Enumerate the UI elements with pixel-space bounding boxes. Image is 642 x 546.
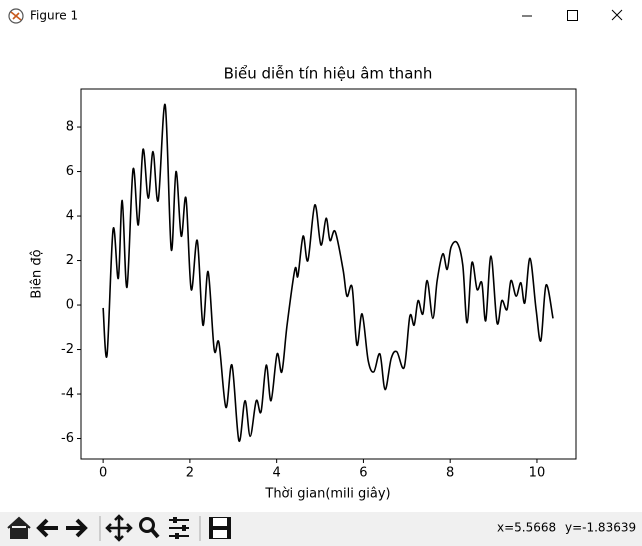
window-title: Figure 1 [30,9,78,23]
maximize-button[interactable] [567,10,578,21]
x-tick-label: 0 [99,466,107,481]
chart-title: Biểu diễn tín hiệu âm thanh [224,65,433,83]
status-x: x=5.5668 [497,521,556,535]
status-y: y=-1.83639 [565,521,636,535]
app-icon [8,8,24,24]
title-bar [0,0,642,32]
zoom-button[interactable] [139,517,160,539]
y-tick-label: -4 [61,387,74,402]
y-tick-label: 8 [66,120,74,135]
back-button[interactable] [36,518,58,538]
configure-button[interactable] [169,517,189,539]
close-button[interactable] [611,9,623,21]
y-tick-label: 0 [66,298,74,313]
x-tick-label: 8 [446,466,454,481]
x-tick-label: 2 [186,466,194,481]
pan-button[interactable] [105,514,133,542]
y-tick-label: -2 [61,342,74,357]
save-button[interactable] [209,517,231,539]
y-tick-label: 6 [66,164,74,179]
chart: Biểu diễn tín hiệu âm thanh Thời gian(mi… [30,65,577,502]
home-button[interactable] [7,516,31,539]
forward-button[interactable] [66,518,88,538]
x-tick-label: 6 [359,466,367,481]
signal-line [102,103,554,442]
plot-frame [80,88,577,460]
x-tick-label: 4 [273,466,281,481]
y-tick-label: -6 [61,431,74,446]
y-axis-label: Biên độ [30,249,45,298]
x-tick-label: 10 [529,466,546,481]
y-tick-label: 4 [66,209,74,224]
y-tick-label: 2 [66,253,74,268]
x-axis-label: Thời gian(mili giây) [264,487,390,502]
